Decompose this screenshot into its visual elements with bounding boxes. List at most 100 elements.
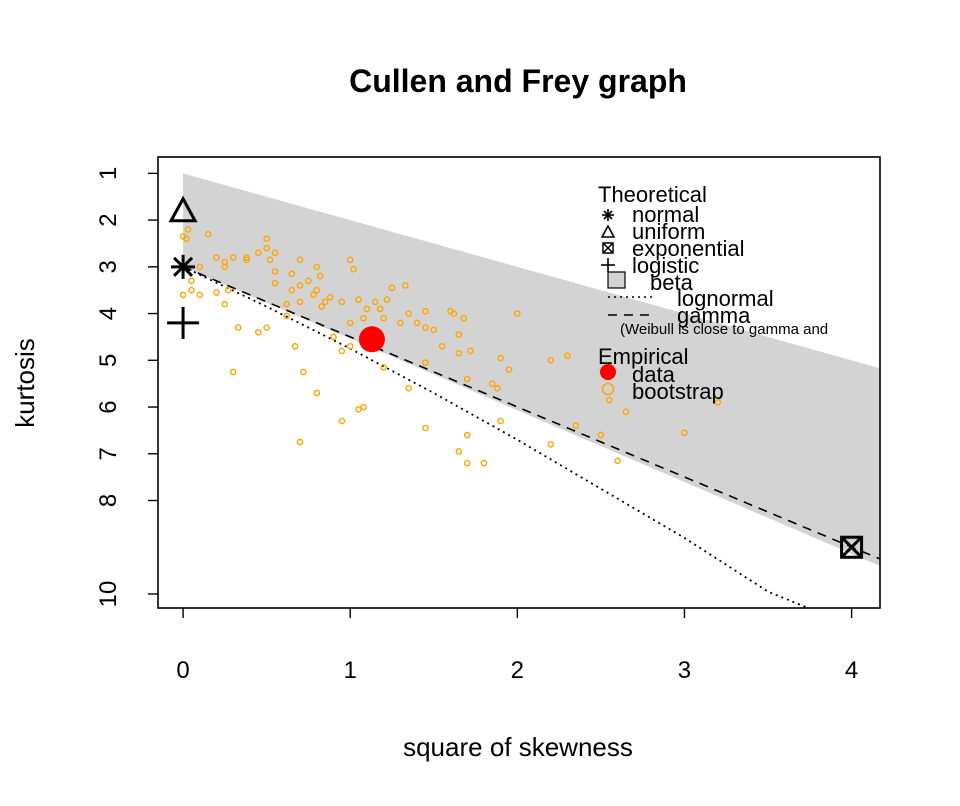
y-tick-label-6: 7 — [95, 447, 122, 460]
bootstrap-point-50 — [330, 333, 337, 341]
legend-label-bootstrap: bootstrap — [632, 379, 724, 404]
x-tick-label-3: 3 — [678, 657, 691, 684]
bootstrap-point-89 — [355, 406, 362, 413]
bootstrap-point-27 — [288, 270, 296, 278]
bootstrap-point-40 — [346, 256, 354, 264]
bootstrap-point-59 — [380, 314, 387, 322]
x-tick-label-4: 4 — [845, 657, 858, 684]
bootstrap-point-2 — [183, 235, 190, 243]
y-tick-label-4: 5 — [95, 354, 122, 367]
bootstrap-point-22 — [221, 300, 229, 308]
bootstrap-point-67 — [422, 324, 429, 331]
bootstrap-point-99 — [572, 422, 580, 430]
x-tick-label-2: 2 — [511, 657, 524, 684]
bootstrap-point-43 — [296, 282, 304, 289]
bootstrap-point-44 — [234, 324, 242, 331]
legend-note: (Weibull is close to gamma and — [620, 321, 828, 338]
bootstrap-point-54 — [355, 296, 362, 303]
lognormal-line — [182, 266, 809, 608]
bootstrap-point-14 — [263, 235, 270, 243]
normal-asterisk-d2 — [173, 256, 194, 277]
legend-empirical-title: Empirical — [598, 344, 688, 369]
bootstrap-point-94 — [497, 417, 504, 425]
uniform-triangle — [168, 195, 198, 223]
bootstrap-point-64 — [405, 310, 412, 317]
bootstrap-point-20 — [196, 291, 204, 299]
bootstrap-point-71 — [450, 310, 458, 317]
bootstrap-point-17 — [271, 249, 279, 257]
theoretical-logistic-marker — [167, 306, 200, 339]
bootstrap-point-88 — [338, 417, 346, 425]
bootstrap-point-66 — [422, 307, 429, 315]
bootstrap-point-33 — [313, 263, 321, 271]
bootstrap-point-100 — [605, 396, 613, 404]
y-tick-label-0: 1 — [95, 167, 122, 180]
bootstrap-point-91 — [296, 438, 304, 446]
bootstrap-point-23 — [224, 286, 232, 294]
bootstrap-point-32 — [310, 291, 317, 299]
plot-frame — [157, 156, 881, 609]
chart-title: Cullen and Frey graph — [349, 63, 687, 99]
beta-region — [183, 173, 880, 566]
bootstrap-point-9 — [221, 263, 229, 271]
gamma-line — [182, 266, 880, 560]
bootstrap-point-31 — [305, 277, 312, 285]
exponential-x2 — [840, 536, 863, 559]
legend-uniform-triangle-icon — [600, 224, 616, 238]
bootstrap-point-6 — [196, 263, 204, 271]
bootstrap-point-68 — [430, 326, 438, 334]
bootstrap-point-34 — [313, 286, 321, 294]
bootstrap-point-96 — [463, 459, 471, 467]
bootstrap-point-12 — [243, 256, 250, 264]
legend-beta-square-icon — [607, 271, 626, 289]
bootstrap-point-13 — [254, 249, 262, 257]
bootstrap-point-21 — [213, 289, 220, 296]
bootstrap-point-19 — [188, 286, 195, 294]
bootstrap-point-84 — [493, 385, 501, 392]
theoretical-normal-marker — [171, 254, 196, 279]
bootstrap-point-82 — [463, 375, 471, 383]
bootstrap-point-16 — [266, 256, 274, 264]
bootstrap-point-45 — [254, 328, 262, 336]
y-axis-label: kurtosis — [10, 338, 40, 428]
bootstrap-point-104 — [681, 429, 688, 437]
bootstrap-point-65 — [413, 319, 421, 327]
legend-label-beta: beta — [650, 270, 694, 295]
legend-label-logistic: logistic — [632, 253, 699, 278]
legend-logistic-plus-icon — [601, 258, 615, 272]
bootstrap-point-97 — [480, 459, 488, 467]
bootstrap-point-25 — [271, 279, 279, 287]
bootstrap-point-7 — [213, 254, 220, 261]
plot-area — [167, 173, 880, 608]
y-tick-label-3: 4 — [95, 307, 122, 320]
bootstrap-point-29 — [296, 256, 304, 264]
bootstrap-point-1 — [184, 226, 192, 233]
bootstrap-point-35 — [316, 272, 324, 280]
exponential-box — [840, 535, 864, 559]
bootstrap-point-39 — [338, 298, 346, 306]
bootstrap-point-55 — [360, 314, 367, 322]
bootstrap-point-10 — [229, 254, 237, 261]
bootstrap-point-11 — [243, 254, 250, 261]
bootstrap-point-90 — [360, 403, 367, 411]
bootstrap-point-24 — [271, 268, 279, 275]
bootstrap-point-58 — [376, 305, 384, 313]
bootstrap-point-86 — [380, 364, 387, 371]
observed-data-point — [358, 326, 385, 353]
bootstrap-point-61 — [388, 284, 396, 292]
bootstrap-point-93 — [463, 431, 471, 439]
bootstrap-point-30 — [296, 298, 304, 306]
bootstrap-point-46 — [263, 324, 270, 331]
bootstrap-point-37 — [321, 298, 329, 306]
bootstrap-point-74 — [460, 314, 468, 322]
bootstrap-point-73 — [455, 349, 463, 357]
x-axis-label: square of skewness — [403, 732, 633, 762]
legend-label-lognormal: lognormal — [677, 286, 774, 311]
bootstrap-point-51 — [338, 347, 346, 355]
x-tick-label-0: 0 — [176, 657, 189, 684]
bootstrap-point-63 — [402, 282, 409, 289]
bootstrap-point-72 — [455, 331, 463, 338]
legend-bootstrap-circle-icon — [601, 382, 615, 396]
theoretical-exponential-marker — [840, 535, 864, 559]
